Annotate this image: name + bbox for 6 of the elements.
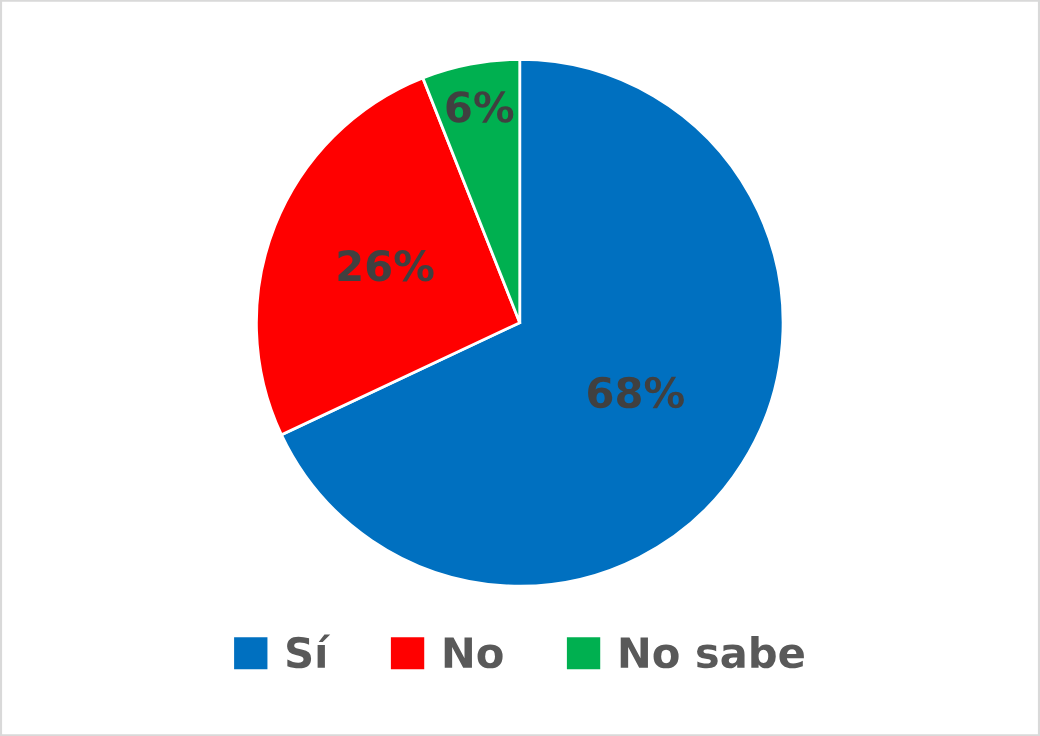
legend-label: Sí: [287, 634, 331, 669]
legend-label: No sabe: [620, 636, 804, 669]
data-label: 68%: [588, 376, 684, 409]
data-label: 26%: [338, 249, 434, 282]
legend-label: No: [444, 637, 503, 669]
data-label: 6%: [446, 91, 514, 123]
